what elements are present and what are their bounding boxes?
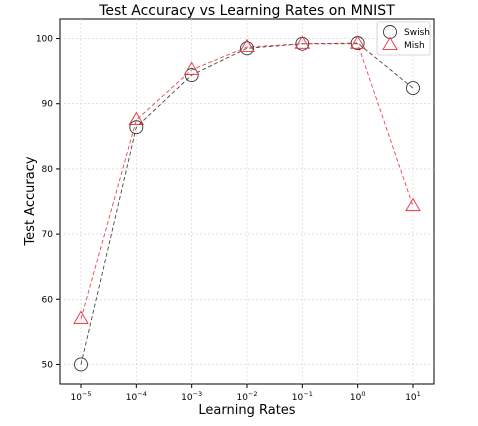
plot-area bbox=[59, 18, 435, 385]
swish-data-point bbox=[74, 357, 88, 372]
x-tick-label: 100 bbox=[350, 390, 366, 403]
swish-data-point bbox=[184, 68, 199, 83]
y-tick-label: 100 bbox=[36, 35, 53, 45]
swish-data-point bbox=[295, 36, 310, 51]
swish-data-point bbox=[129, 120, 144, 135]
chart-title: Test Accuracy vs Learning Rates on MNIST bbox=[98, 3, 395, 19]
series-line-swish bbox=[80, 42, 414, 365]
mish-data-point bbox=[183, 61, 200, 75]
y-tick-label: 50 bbox=[42, 360, 54, 370]
x-tick-label: 10−5 bbox=[70, 390, 91, 403]
mish-data-point bbox=[73, 310, 89, 324]
y-tick-label: 90 bbox=[42, 100, 54, 110]
x-tick-label: 10−2 bbox=[236, 390, 257, 403]
x-axis-ticks: 10−5 10−4 10−3 10−2 10−1 100 101 bbox=[70, 384, 421, 403]
mish-data-point bbox=[349, 35, 366, 49]
legend-label-swish: Swish bbox=[404, 28, 430, 38]
legend-marker-swish bbox=[383, 25, 397, 39]
y-axis-ticks: 50 60 70 80 90 100 bbox=[36, 35, 60, 370]
grid bbox=[60, 19, 434, 384]
mish-data-point bbox=[294, 35, 311, 49]
series-line-mish bbox=[80, 43, 414, 319]
y-tick-label: 70 bbox=[42, 230, 54, 240]
swish-data-point bbox=[240, 41, 254, 56]
mish-data-point bbox=[405, 197, 421, 212]
x-tick-label: 10−1 bbox=[292, 390, 313, 403]
legend-marker-mish bbox=[382, 36, 398, 51]
x-tick-label: 10−4 bbox=[126, 390, 147, 403]
mish-data-point bbox=[128, 111, 145, 126]
series-markers bbox=[73, 35, 421, 372]
swish-data-point bbox=[406, 81, 420, 96]
y-tick-label: 80 bbox=[42, 165, 54, 175]
y-tick-label: 60 bbox=[42, 295, 54, 305]
legend-box bbox=[376, 21, 431, 56]
x-axis-title: Learning Rates bbox=[198, 403, 295, 418]
x-tick-label: 101 bbox=[405, 390, 421, 403]
mish-data-point bbox=[239, 38, 255, 53]
y-axis-title: Test Accuracy bbox=[23, 156, 38, 246]
legend-label-mish: Mish bbox=[404, 41, 425, 51]
x-tick-label: 10−3 bbox=[181, 390, 202, 403]
legend: Swish Mish bbox=[376, 21, 431, 56]
series-lines bbox=[80, 42, 414, 365]
